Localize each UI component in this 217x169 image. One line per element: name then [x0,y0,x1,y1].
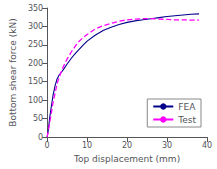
svg-text:350: 350 [28,4,43,13]
svg-text:150: 150 [28,77,43,86]
svg-text:200: 200 [28,59,43,68]
svg-text:0: 0 [45,141,50,150]
svg-text:100: 100 [28,96,43,105]
svg-text:Top displacement (mm): Top displacement (mm) [73,154,180,164]
svg-text:0: 0 [38,133,43,142]
svg-text:Test: Test [177,115,196,125]
svg-text:50: 50 [33,114,43,123]
svg-text:40: 40 [202,141,212,150]
svg-text:300: 300 [28,22,43,31]
svg-text:FEA: FEA [178,102,196,112]
svg-text:20: 20 [122,141,132,150]
svg-text:250: 250 [28,40,43,49]
svg-text:10: 10 [82,141,92,150]
svg-text:30: 30 [162,141,172,150]
svg-text:Bottom shear force (kN): Bottom shear force (kN) [8,18,18,126]
